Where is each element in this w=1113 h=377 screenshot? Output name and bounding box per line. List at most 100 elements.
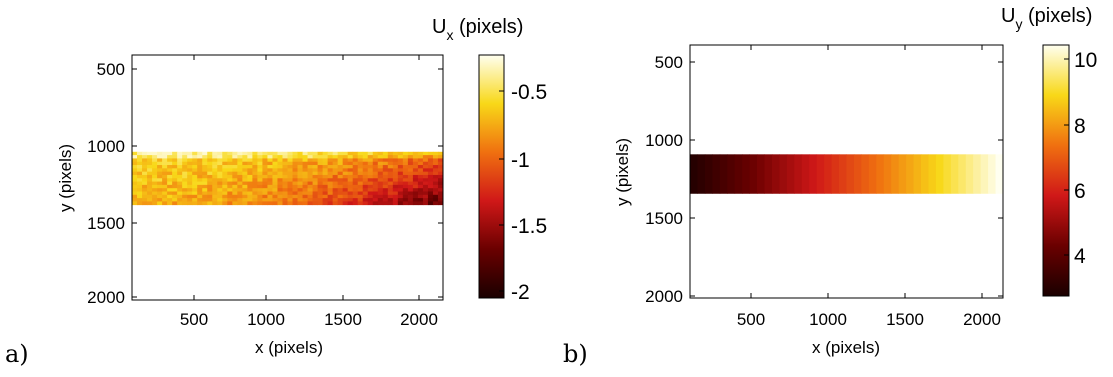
heatmap-cell (267, 201, 273, 206)
heatmap-cell (247, 161, 253, 166)
heatmap-cell (347, 191, 354, 196)
heatmap-cell (407, 158, 414, 163)
heatmap-cell (322, 171, 329, 176)
heatmap-cell (287, 188, 293, 192)
heatmap-cell (367, 198, 374, 202)
heatmap-cell (202, 171, 208, 176)
heatmap-cell (177, 191, 183, 196)
heatmap-cell (162, 198, 168, 202)
heatmap-cell (412, 181, 419, 186)
heatmap-cell (432, 158, 439, 163)
heatmap-cell (292, 174, 298, 179)
heatmap-cell (142, 151, 148, 156)
heatmap-cells-a (132, 151, 444, 206)
heatmap-cell (157, 191, 163, 196)
heatmap-cell (347, 155, 354, 159)
heatmap-cell (437, 165, 444, 169)
heatmap-cell (152, 155, 158, 159)
heatmap-cell (337, 188, 344, 192)
heatmap-cell (172, 198, 178, 202)
heatmap-cell (322, 168, 329, 173)
heatmap-cell (377, 174, 384, 179)
heatmap-cell (182, 194, 188, 199)
heatmap-cell (307, 151, 313, 156)
heatmap-cell (217, 151, 223, 156)
heatmap-cell (427, 178, 434, 182)
heatmap-cell (202, 184, 208, 189)
heatmap-cell (167, 201, 173, 206)
heatmap-cell (387, 158, 394, 163)
heatmap-cell (207, 184, 213, 189)
heatmap-cell (277, 155, 283, 159)
heatmap-cell (322, 174, 329, 179)
heatmap-cell (212, 158, 218, 163)
heatmap-cell (372, 161, 379, 166)
heatmap-cell (913, 154, 922, 194)
heatmap-cell (347, 181, 354, 186)
heatmap-cell (995, 154, 1004, 194)
heatmap-cell (377, 155, 384, 159)
y-ticks-b: 500 1000 1500 2000 (645, 53, 1003, 306)
heatmap-cell (312, 171, 318, 176)
heatmap-cell (217, 198, 223, 202)
heatmap-cell (397, 191, 404, 196)
heatmap-cell (352, 171, 359, 176)
heatmap-cell (352, 178, 359, 182)
heatmap-cell (307, 181, 313, 186)
heatmap-cell (147, 188, 153, 192)
heatmap-cell (162, 194, 168, 199)
heatmap-cell (237, 165, 243, 169)
heatmap-cell (152, 168, 158, 173)
heatmap-cell (302, 158, 308, 163)
x-tick-label: 1500 (886, 310, 924, 329)
heatmap-cell (307, 198, 313, 202)
panel-label-a: a) (5, 340, 29, 368)
heatmap-cell (242, 191, 248, 196)
heatmap-cell (242, 201, 248, 206)
heatmap-cell (282, 201, 288, 206)
heatmap-cell (382, 191, 389, 196)
heatmap-cell (232, 201, 238, 206)
heatmap-cell (247, 165, 253, 169)
x-tick-label: 500 (180, 310, 208, 329)
heatmap-cell (267, 184, 273, 189)
panel-a: 500 1000 1500 2000 500 1000 1500 2000 x … (5, 16, 547, 368)
heatmap-cell (272, 174, 278, 179)
heatmap-cell (152, 158, 158, 163)
heatmap-cell (357, 194, 364, 199)
heatmap-cell (182, 181, 188, 186)
heatmap-cell (437, 194, 444, 199)
heatmap-cell (217, 174, 223, 179)
heatmap-cell (327, 165, 334, 169)
heatmap-cell (297, 201, 303, 206)
heatmap-cell (237, 174, 243, 179)
heatmap-cell (372, 178, 379, 182)
heatmap-cell (277, 174, 283, 179)
heatmap-cell (382, 184, 389, 189)
heatmap-cell (362, 165, 369, 169)
heatmap-cell (387, 201, 394, 206)
heatmap-cell (292, 155, 298, 159)
colorbar-a: -0.5 -1 -1.5 -2 Ux (pixels) (432, 16, 547, 304)
heatmap-cell (277, 168, 283, 173)
heatmap-cell (397, 198, 404, 202)
heatmap-cell (197, 178, 203, 182)
heatmap-cell (202, 198, 208, 202)
heatmap-cell (357, 184, 364, 189)
heatmap-cell (362, 191, 369, 196)
heatmap-cell (187, 174, 193, 179)
heatmap-cell (397, 194, 404, 199)
heatmap-cell (192, 194, 198, 199)
heatmap-cell (177, 174, 183, 179)
colorbar-tick-label: -1 (511, 149, 530, 172)
heatmap-cell (387, 155, 394, 159)
heatmap-cell (402, 155, 409, 159)
heatmap-cell (192, 191, 198, 196)
heatmap-cell (307, 188, 313, 192)
heatmap-cell (192, 168, 198, 173)
heatmap-cell (387, 178, 394, 182)
heatmap-cell (337, 171, 344, 176)
heatmap-cell (192, 201, 198, 206)
heatmap-cell (367, 151, 374, 156)
heatmap-cell (437, 174, 444, 179)
